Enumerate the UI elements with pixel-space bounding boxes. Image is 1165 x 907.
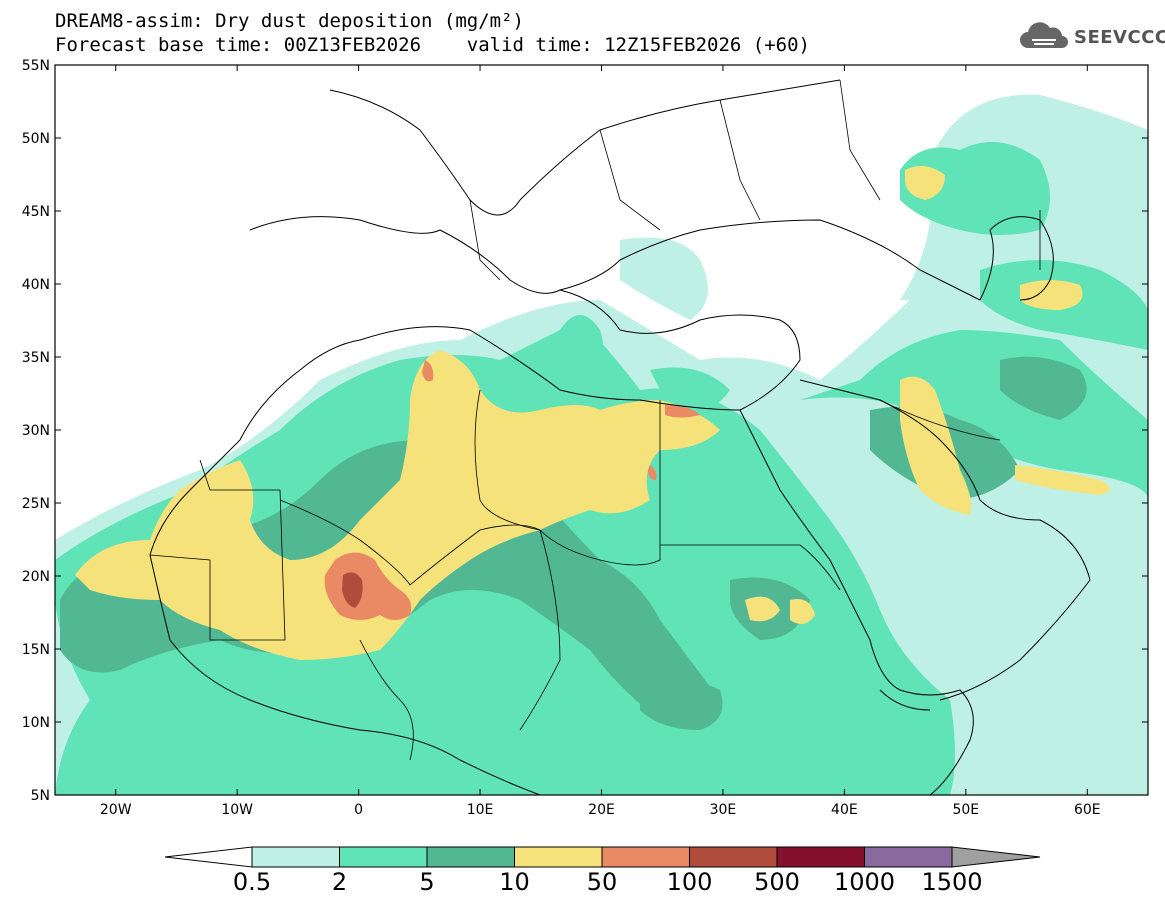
colorbar-label: 500	[754, 868, 800, 896]
lat-label: 20N	[22, 569, 50, 585]
lon-label: 0	[354, 802, 363, 818]
lat-label: 5N	[31, 788, 50, 804]
dust-level-100	[342, 572, 363, 608]
seevccc-logo: SEEVCCC	[1018, 22, 1165, 52]
lon-label: 10W	[221, 802, 253, 818]
lon-label: 20E	[588, 802, 615, 818]
colorbar-label: 5	[419, 868, 435, 896]
colorbar-label: 1500	[921, 868, 983, 896]
colorbar-label: 100	[666, 868, 713, 896]
lat-label: 50N	[22, 131, 50, 147]
lon-axis: 20W 10W 0 10E 20E 30E 40E 50E 60E	[100, 65, 1101, 818]
lat-label: 10N	[22, 715, 50, 731]
coastlines	[149, 79, 1091, 795]
lon-label: 50E	[952, 802, 979, 818]
lon-label: 20W	[100, 802, 132, 818]
country-borders	[149, 79, 1041, 761]
lon-label: 60E	[1074, 802, 1101, 818]
map-title-line1: DREAM8-assim: Dry dust deposition (mg/m²…	[55, 10, 524, 32]
map-title-line2: Forecast base time: 00Z13FEB2026 valid t…	[55, 34, 810, 56]
lat-label: 25N	[22, 496, 50, 512]
dust-level-50	[324, 360, 700, 620]
lat-label: 40N	[22, 277, 50, 293]
map-area	[55, 65, 1148, 795]
logo-text: SEEVCCC	[1074, 26, 1165, 48]
colorbar-label: 10	[499, 868, 530, 896]
dust-level-10	[75, 166, 1110, 660]
lon-label: 40E	[831, 802, 858, 818]
cloud-icon	[1020, 22, 1068, 48]
lat-label: 30N	[22, 423, 50, 439]
lat-label: 15N	[22, 642, 50, 658]
colorbar-label: 0.5	[232, 868, 272, 896]
lat-label: 35N	[22, 350, 50, 366]
lat-label: 45N	[22, 204, 50, 220]
lat-label: 55N	[22, 58, 50, 74]
colorbar-label: 50	[586, 868, 618, 896]
colorbar-label: 1000	[833, 868, 896, 896]
lon-label: 30E	[710, 802, 737, 818]
lat-axis: 55N 50N 45N 40N 35N 30N 25N 20N 15N 10N 5N	[22, 58, 1148, 804]
lon-label: 10E	[467, 802, 494, 818]
colorbar-label: 2	[331, 868, 348, 896]
